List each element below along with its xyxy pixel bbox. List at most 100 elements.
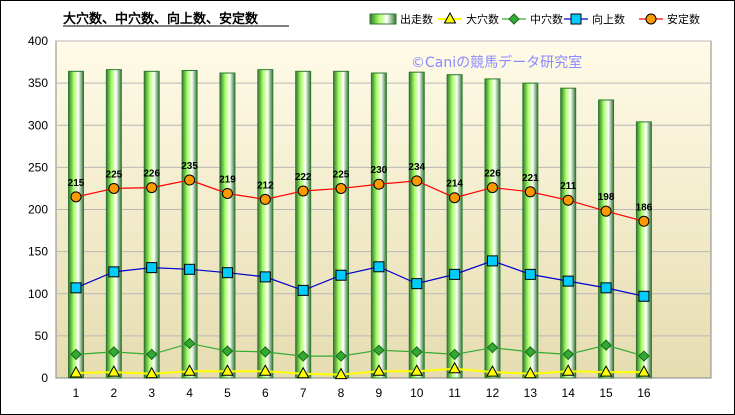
point-oana — [183, 364, 196, 376]
point-kojo — [524, 268, 536, 280]
point-kojo — [221, 267, 233, 279]
y-tick-label: 100 — [28, 287, 48, 301]
y-tick-label: 250 — [28, 160, 48, 174]
legend-label: 向上数 — [592, 12, 625, 26]
point-antei — [411, 175, 423, 187]
point-kojo — [373, 261, 385, 273]
point-oana — [448, 361, 461, 374]
point-chuana — [638, 350, 650, 362]
legend-swatch-shusso — [369, 13, 397, 25]
point-kojo — [486, 255, 498, 267]
x-tick-label: 6 — [262, 386, 269, 400]
data-label-antei: 215 — [68, 178, 85, 189]
point-antei — [638, 215, 650, 227]
point-chuana — [259, 346, 272, 358]
legend: 出走数 大穴数 中穴数 向上数 安定数 — [369, 11, 700, 26]
series-line-oana — [75, 367, 644, 376]
bar-shusso — [68, 70, 84, 379]
point-antei — [562, 194, 574, 206]
point-antei — [449, 192, 461, 204]
x-tick-label: 15 — [599, 386, 613, 400]
data-label-antei: 225 — [106, 169, 123, 180]
point-antei — [221, 187, 233, 199]
y-tick-label: 300 — [28, 118, 48, 132]
y-tick-label: 0 — [41, 371, 48, 385]
data-label-antei: 235 — [181, 161, 198, 172]
bar-shusso — [522, 82, 539, 379]
point-chuana — [183, 337, 196, 350]
point-antei — [297, 185, 309, 197]
point-kojo — [600, 282, 612, 294]
x-tick-label: 7 — [300, 386, 307, 400]
x-tick-label: 1 — [73, 386, 80, 400]
x-tick-label: 13 — [524, 386, 538, 400]
y-tick-label: 350 — [28, 76, 48, 90]
point-antei — [108, 182, 120, 194]
point-oana — [145, 366, 159, 379]
data-label-antei: 186 — [636, 202, 653, 213]
point-chuana — [373, 344, 385, 356]
point-chuana — [108, 346, 120, 358]
legend-label: 出走数 — [400, 12, 433, 26]
point-kojo — [146, 262, 158, 274]
x-tick-label: 5 — [224, 386, 231, 400]
y-tick-label: 400 — [28, 34, 48, 48]
bar-shusso — [143, 70, 160, 379]
point-oana — [107, 365, 121, 377]
point-antei — [335, 182, 347, 194]
y-tick-label: 200 — [28, 203, 48, 217]
data-label-antei: 198 — [598, 192, 615, 203]
data-label-antei: 211 — [560, 181, 577, 192]
bar-shusso — [257, 69, 274, 379]
point-oana — [258, 364, 272, 376]
legend-label: 安定数 — [667, 12, 700, 26]
data-label-antei: 226 — [484, 169, 501, 180]
bar-shusso — [181, 69, 198, 379]
legend-marker-antei — [645, 13, 657, 25]
y-tick-label: 150 — [28, 245, 48, 259]
point-kojo — [297, 284, 309, 296]
bar-shusso — [370, 72, 387, 379]
point-kojo — [259, 271, 271, 283]
point-antei — [259, 193, 271, 205]
x-tick-label: 4 — [186, 386, 193, 400]
point-chuana — [221, 345, 234, 357]
point-chuana — [448, 348, 461, 361]
point-oana — [486, 365, 499, 377]
data-label-antei: 222 — [295, 172, 312, 183]
point-oana — [599, 365, 613, 377]
y-tick-label: 50 — [35, 329, 49, 343]
point-chuana — [486, 341, 499, 354]
bar-shusso — [219, 72, 236, 379]
point-oana — [523, 366, 537, 379]
legend-label: 中穴数 — [530, 12, 563, 26]
data-label-antei: 225 — [333, 169, 350, 180]
point-kojo — [108, 266, 120, 278]
point-oana — [334, 367, 348, 380]
bar-shusso — [484, 78, 501, 379]
point-oana — [410, 364, 424, 376]
point-antei — [184, 174, 196, 186]
point-oana — [296, 366, 310, 379]
bar-shusso — [408, 71, 425, 379]
point-antei — [70, 191, 82, 203]
point-chuana — [70, 348, 82, 361]
legend-label: 大穴数 — [466, 12, 499, 26]
point-chuana — [600, 339, 612, 351]
bar-shusso — [333, 70, 350, 379]
point-chuana — [562, 348, 574, 361]
plot-area: 0 50 100 150 200 250 300 350 400 ©Caniの競馬データ研究室 21… — [28, 34, 712, 400]
chart-title: 大穴数、中穴数、向上数、安定数 — [63, 11, 259, 27]
data-label-antei: 234 — [408, 162, 425, 173]
point-chuana — [524, 346, 537, 358]
point-antei — [373, 178, 385, 190]
point-kojo — [184, 263, 196, 275]
series-line-chuana — [75, 342, 645, 357]
data-label-antei: 221 — [522, 173, 539, 184]
point-kojo — [70, 282, 82, 294]
series-line-antei — [75, 179, 645, 222]
point-oana — [69, 365, 83, 378]
watermark: ©Caniの競馬データ研究室 — [411, 54, 582, 71]
